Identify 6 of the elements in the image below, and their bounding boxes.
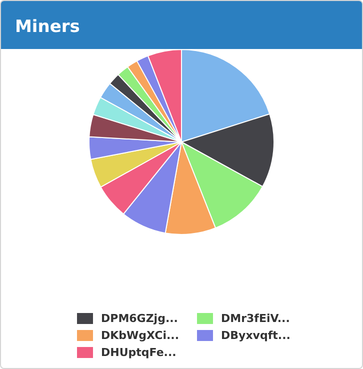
legend-label: DHUptqFe... (100, 346, 178, 359)
legend-label: DMr3fEiV... (220, 312, 290, 325)
chart-title: Miners (1, 1, 362, 49)
legend-label: DByxvqft... (220, 329, 290, 342)
legend-label: DKbWgXCi... (100, 329, 180, 342)
legend-label: DPM6GZjg... (100, 312, 179, 325)
